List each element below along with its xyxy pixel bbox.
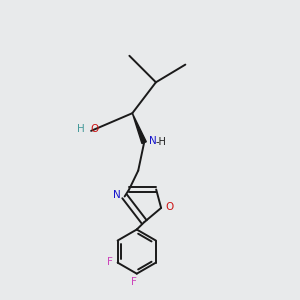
- Polygon shape: [132, 113, 146, 143]
- Text: H: H: [77, 124, 85, 134]
- Text: F: F: [131, 277, 137, 287]
- Text: O: O: [165, 202, 173, 212]
- Text: N: N: [113, 190, 121, 200]
- Text: -H: -H: [156, 137, 167, 147]
- Text: F: F: [107, 257, 113, 267]
- Text: N: N: [149, 136, 157, 146]
- Text: O: O: [91, 124, 99, 134]
